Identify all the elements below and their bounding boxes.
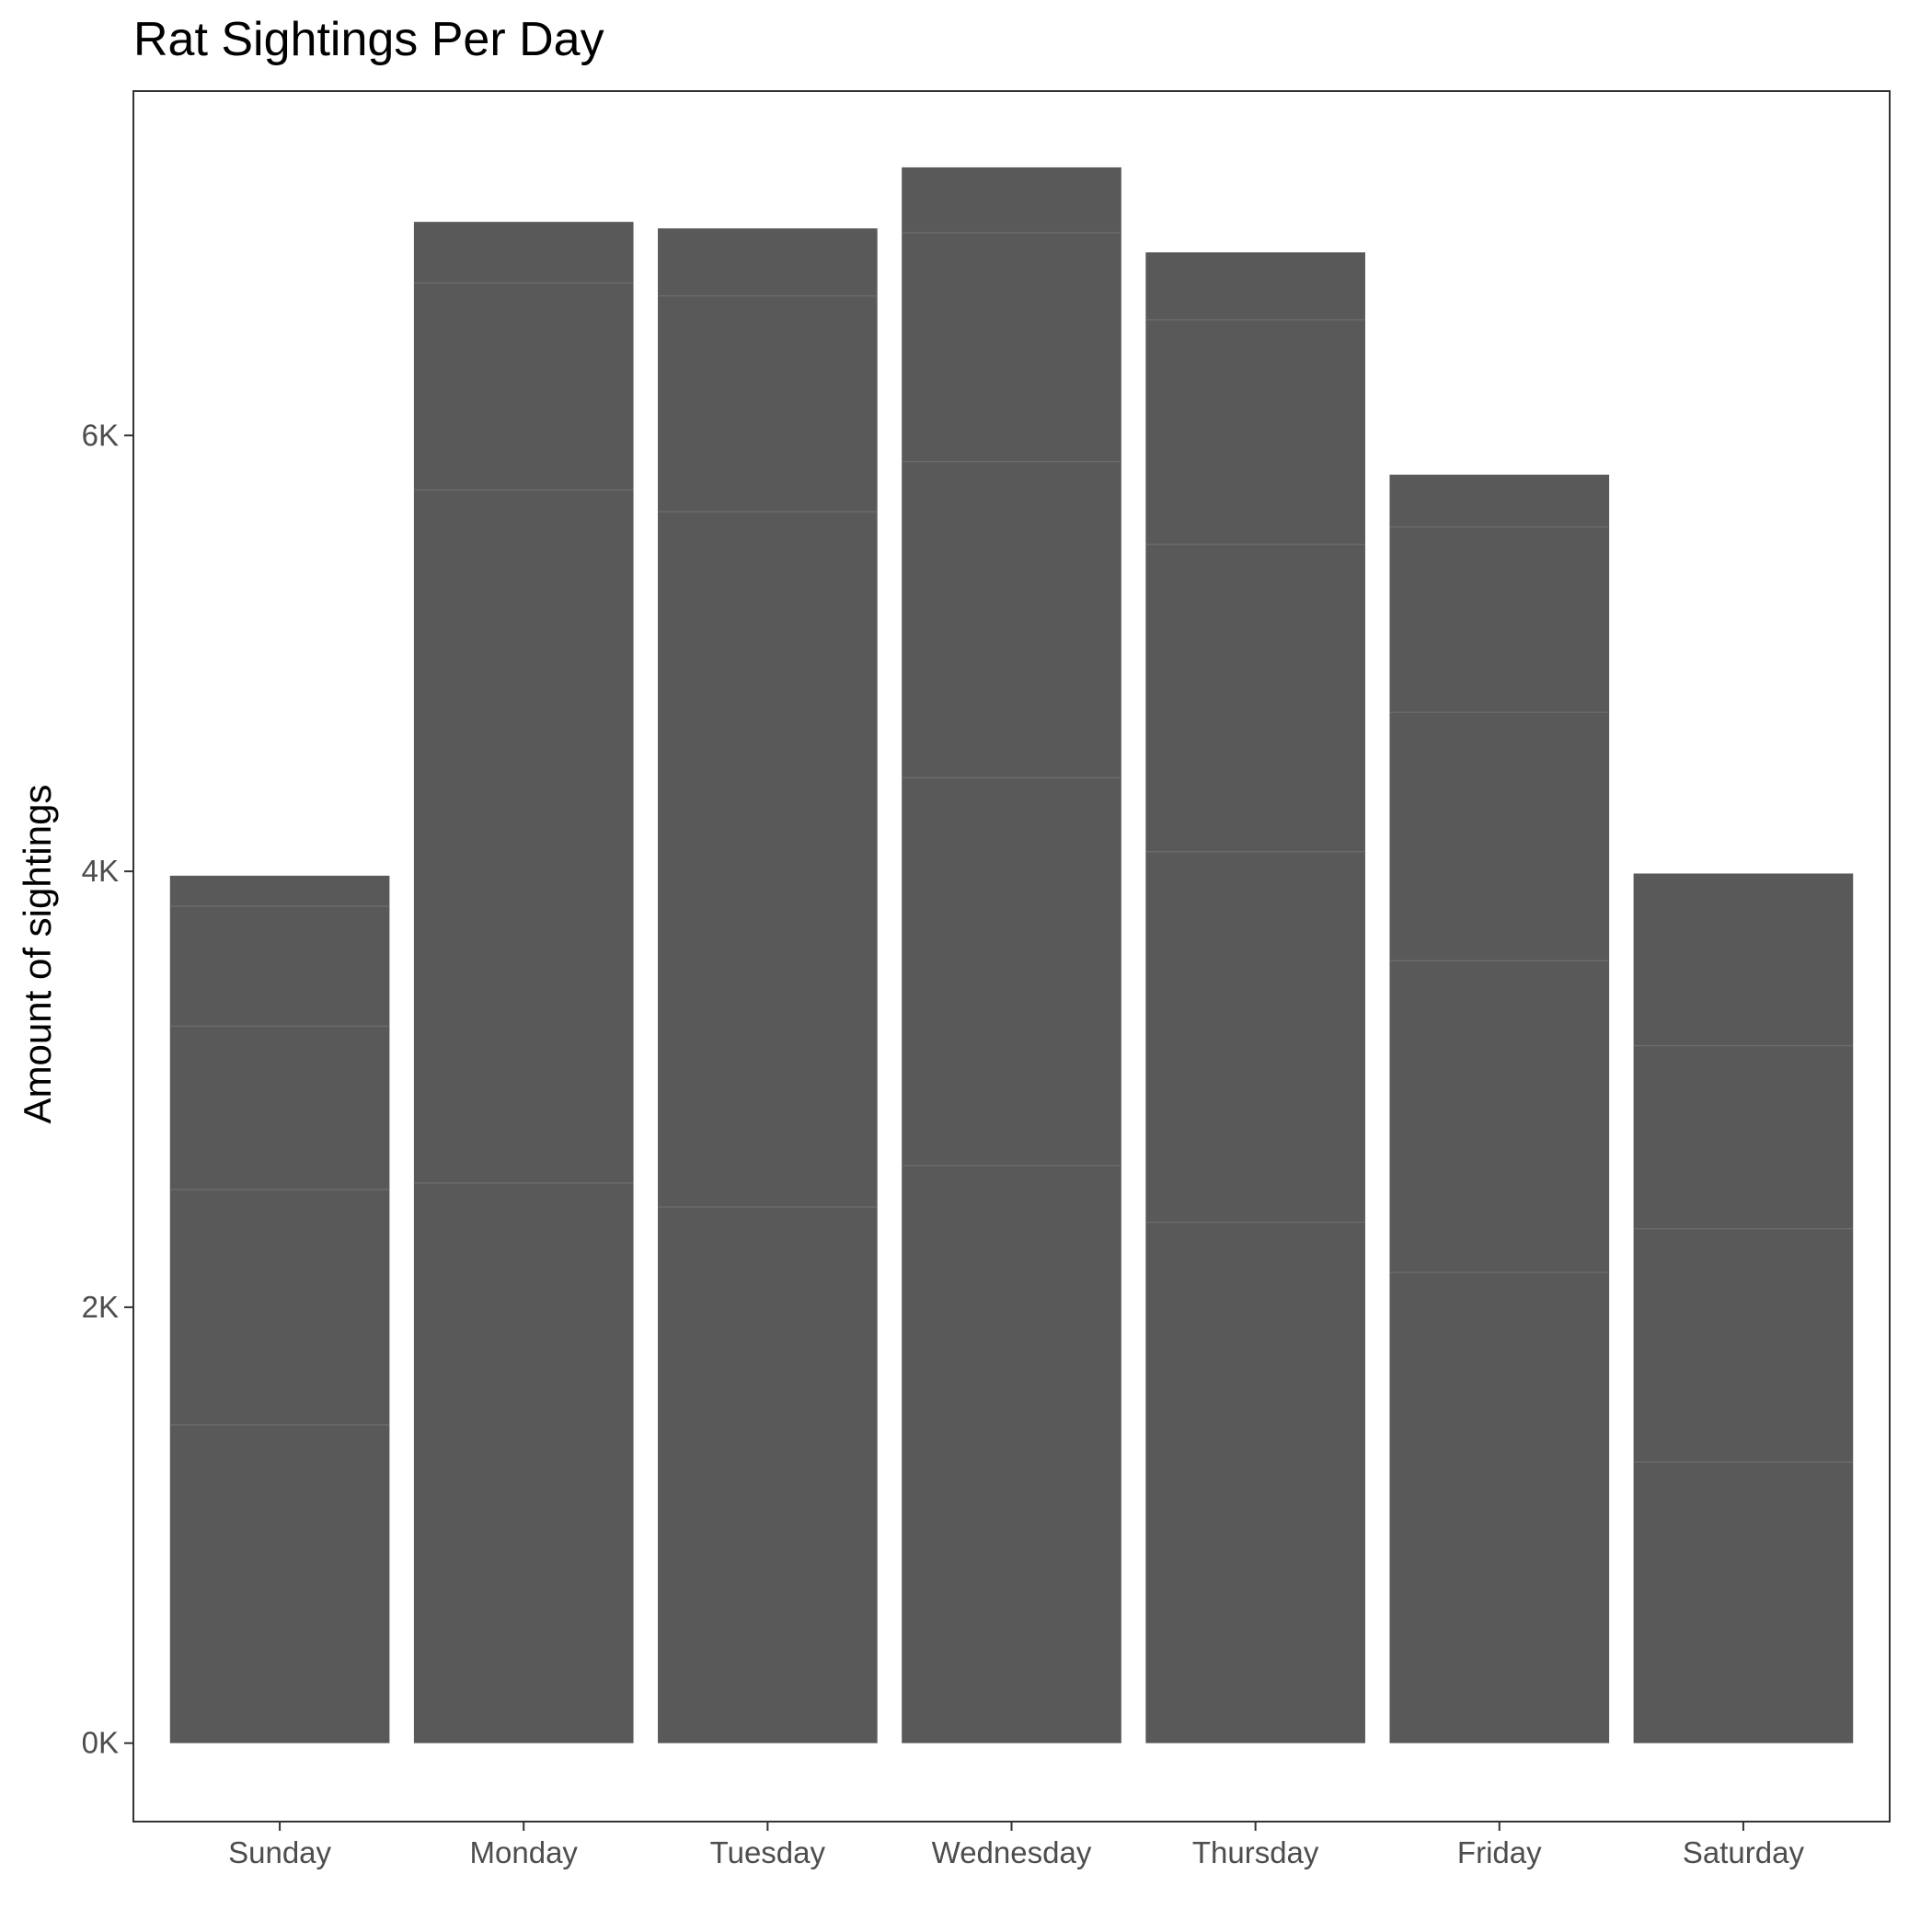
bar-monday [413, 222, 634, 1743]
bar-segment [902, 232, 1121, 462]
bar-segment [1389, 474, 1610, 527]
bar-segment [902, 461, 1121, 778]
bar-segment [169, 1189, 390, 1425]
bar-segment [169, 1424, 390, 1743]
x-tick-label: Monday [470, 1835, 579, 1869]
bar-segment [1633, 1462, 1854, 1743]
bar-friday [1389, 474, 1610, 1743]
y-axis-label: Amount of sightings [16, 785, 59, 1124]
x-tick-label: Saturday [1683, 1835, 1805, 1869]
bar-segment [1633, 1228, 1854, 1463]
bar-segment [902, 777, 1121, 1166]
bar-segment [902, 167, 1121, 233]
bar-segment [658, 228, 878, 296]
x-tick-label: Tuesday [710, 1835, 826, 1869]
x-axis: Sunday Monday Tuesday Wednesday Thursday Frid… [228, 1822, 1804, 1869]
bar-saturday [1633, 873, 1854, 1743]
bar-segment [413, 1182, 634, 1743]
bar-segment [1389, 1272, 1610, 1743]
bar-segment [1389, 526, 1610, 713]
bar-thursday [1145, 252, 1365, 1743]
bar-segment [902, 1165, 1121, 1743]
bar-segment [658, 1206, 878, 1743]
bar-segment [1145, 252, 1365, 320]
y-tick-label: 4K [82, 854, 119, 888]
chart-title: Rat Sightings Per Day [133, 13, 604, 66]
bar-segment [169, 1026, 390, 1190]
bar-segment [413, 222, 634, 283]
bar-segment [1145, 319, 1365, 545]
bar-segment [169, 875, 390, 907]
bar-segment [1145, 1222, 1365, 1743]
bar-segment [1145, 544, 1365, 852]
bar-segment [1389, 712, 1610, 961]
bar-segment [658, 295, 878, 512]
y-tick-label: 6K [82, 418, 119, 452]
x-tick-label: Friday [1457, 1835, 1542, 1869]
bar-segment [1633, 873, 1854, 1046]
bar-segment [1145, 851, 1365, 1223]
bar-segment [1633, 1045, 1854, 1229]
y-tick-label: 2K [82, 1290, 119, 1324]
y-axis: 0K 2K 4K 6K [82, 418, 133, 1760]
bar-sunday [169, 875, 390, 1743]
x-tick-label: Sunday [228, 1835, 331, 1869]
x-tick-label: Thursday [1192, 1835, 1319, 1869]
bar-wednesday [902, 167, 1121, 1743]
bar-segment [1389, 960, 1610, 1273]
y-tick-label: 0K [82, 1726, 119, 1760]
bar-segment [169, 906, 390, 1027]
bar-tuesday [658, 228, 878, 1743]
bar-segment [413, 489, 634, 1183]
bars-group [169, 167, 1854, 1743]
bar-segment [658, 512, 878, 1207]
x-tick-label: Wednesday [932, 1835, 1092, 1869]
bar-segment [413, 282, 634, 490]
